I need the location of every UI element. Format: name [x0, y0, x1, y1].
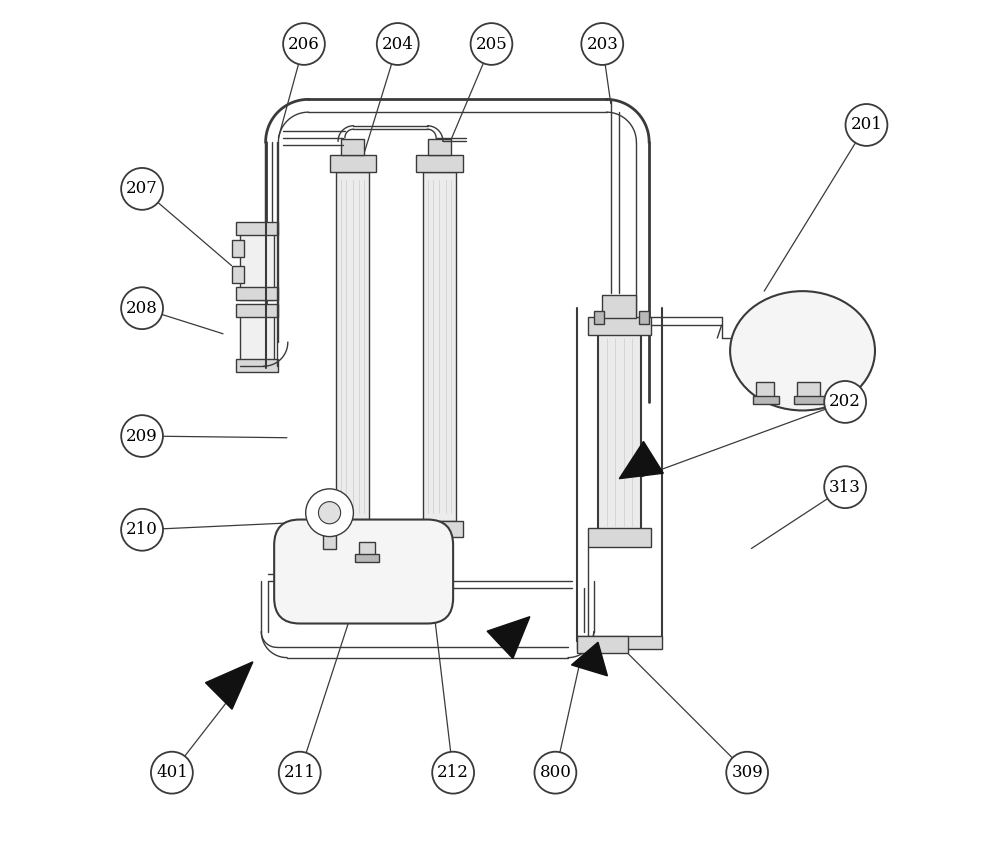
Text: 210: 210 — [126, 522, 158, 539]
Bar — [330, 522, 376, 537]
Bar — [588, 528, 651, 547]
Text: 204: 204 — [382, 36, 414, 52]
Ellipse shape — [730, 292, 875, 410]
Bar — [355, 554, 379, 562]
Bar — [416, 155, 463, 172]
Bar — [359, 542, 375, 557]
Bar — [232, 266, 244, 283]
Text: 207: 207 — [126, 180, 158, 198]
Bar — [330, 155, 376, 172]
Bar — [434, 535, 446, 545]
Bar — [323, 535, 336, 549]
Bar — [341, 139, 364, 155]
Text: 309: 309 — [731, 764, 763, 781]
Bar — [336, 172, 369, 522]
Text: 800: 800 — [539, 764, 571, 781]
Bar — [602, 295, 636, 318]
Polygon shape — [487, 616, 530, 658]
Bar — [639, 310, 649, 323]
Bar — [797, 382, 820, 398]
Bar — [753, 396, 779, 404]
Polygon shape — [619, 441, 663, 479]
Bar — [428, 139, 451, 155]
Bar — [598, 333, 641, 530]
Bar — [240, 232, 274, 299]
Bar — [423, 172, 456, 522]
Bar — [347, 535, 359, 545]
Bar — [236, 304, 278, 316]
FancyBboxPatch shape — [274, 520, 453, 623]
Bar — [342, 540, 358, 547]
Text: 203: 203 — [586, 36, 618, 52]
Text: 212: 212 — [437, 764, 469, 781]
Bar — [236, 359, 278, 372]
Text: 401: 401 — [156, 764, 188, 781]
Text: 202: 202 — [829, 393, 861, 410]
Bar — [240, 312, 274, 368]
Bar — [594, 310, 604, 323]
Text: 208: 208 — [126, 300, 158, 316]
Bar — [794, 396, 826, 404]
Circle shape — [318, 502, 341, 524]
Text: 209: 209 — [126, 428, 158, 445]
Circle shape — [306, 489, 353, 537]
Text: 211: 211 — [284, 764, 316, 781]
Polygon shape — [206, 662, 253, 709]
Bar — [577, 636, 662, 649]
Text: 206: 206 — [288, 36, 320, 52]
Bar — [756, 382, 774, 398]
Bar — [236, 222, 278, 235]
Text: 201: 201 — [851, 116, 882, 133]
Text: 205: 205 — [476, 36, 507, 52]
Text: 313: 313 — [829, 479, 861, 496]
Bar — [577, 636, 628, 653]
Bar — [232, 240, 244, 257]
Bar — [416, 522, 463, 537]
Bar — [588, 316, 651, 335]
Bar — [429, 540, 445, 547]
Polygon shape — [572, 642, 607, 675]
Bar — [236, 287, 278, 299]
